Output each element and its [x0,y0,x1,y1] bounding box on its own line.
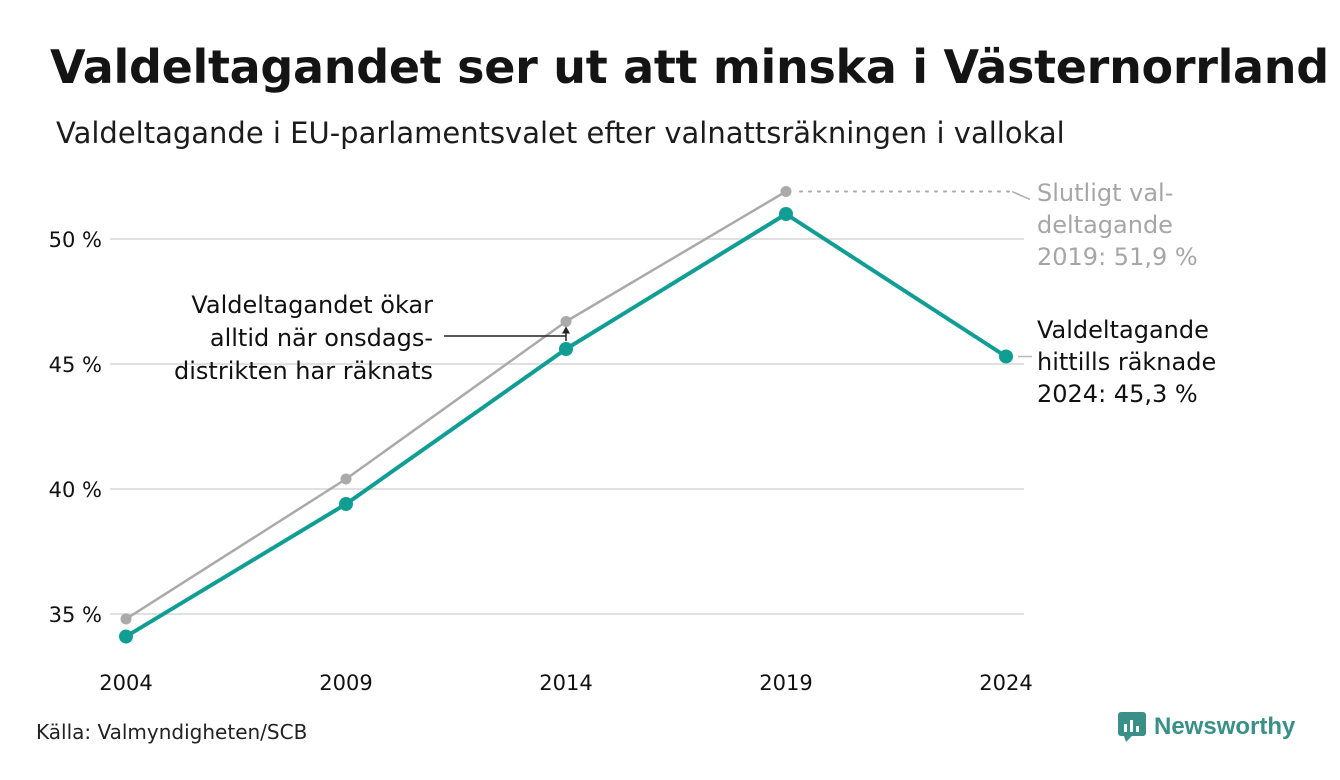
brand-name: Newsworthy [1154,713,1296,740]
x-tick-label: 2019 [759,671,812,695]
y-tick-label: 45 % [49,353,102,377]
x-tick-label: 2014 [539,671,592,695]
annotation-final-2019: Slutligt val- [1037,179,1173,207]
annotation-leader-final [1011,190,1031,201]
x-tick-label: 2004 [99,671,152,695]
data-point-final [340,473,352,485]
chart-subtitle: Valdeltagande i EU-parlamentsvalet efter… [56,116,1065,150]
y-tick-label: 40 % [49,478,102,502]
annotation-counted-2024: Valdeltagande [1037,316,1209,344]
series-line-counted [124,212,1008,639]
annotation-counted-2024: hittills räknade [1037,348,1216,376]
data-point-counted [999,349,1013,364]
annotation-wednesday: Valdeltagandet ökar [191,291,433,319]
annotation-wednesday: alltid när onsdags- [210,324,433,352]
annotation-final-2019: deltagande [1037,211,1173,239]
data-point-final [120,613,132,625]
annotation-final-2019: 2019: 51,9 % [1037,243,1198,271]
data-point-counted [779,207,793,221]
data-point-counted [339,497,353,511]
x-tick-label: 2009 [319,671,372,695]
newsworthy-logo-icon [1118,712,1146,742]
x-tick-label: 2024 [979,671,1032,695]
data-point-counted [559,342,573,356]
annotation-wednesday: distrikten har räknats [174,357,433,385]
data-point-final [560,316,572,327]
y-tick-label: 35 % [49,603,102,627]
chart-title: Valdeltagandet ser ut att minska i Väste… [50,40,1329,94]
y-tick-label: 50 % [49,228,102,252]
annotation-counted-2024: 2024: 45,3 % [1037,380,1198,408]
source-note: Källa: Valmyndigheten/SCB [36,720,308,744]
data-point-counted [119,629,133,644]
data-point-final [780,186,792,197]
series-line-final [125,190,787,621]
brand-logo: Newsworthy [1118,712,1295,742]
annotation-arrowhead [562,326,570,334]
